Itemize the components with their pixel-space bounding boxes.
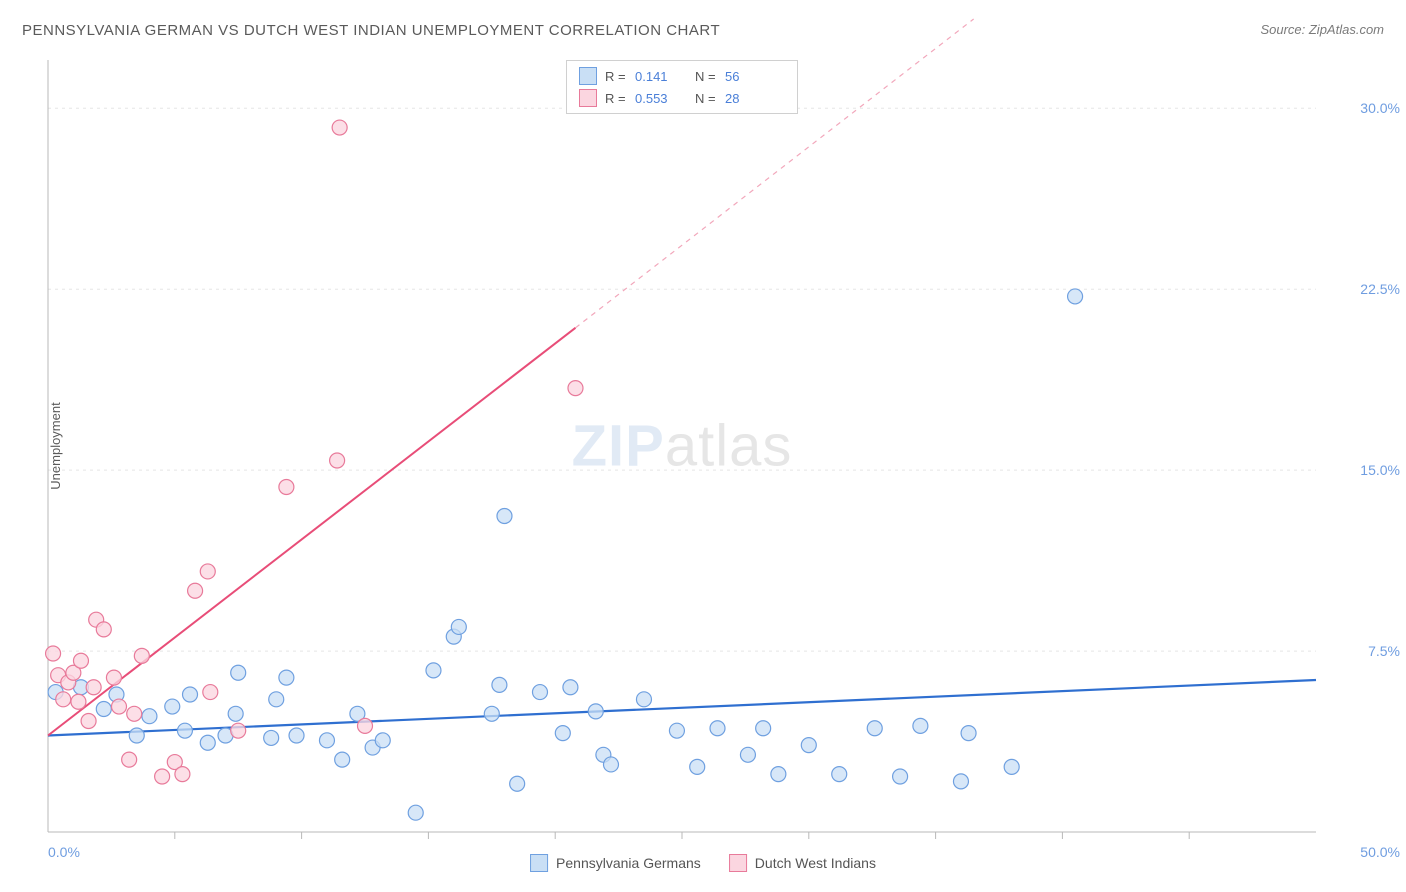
- data-point: [408, 805, 423, 820]
- data-point: [756, 721, 771, 736]
- r-value: 0.553: [635, 91, 695, 106]
- data-point: [771, 767, 786, 782]
- data-point: [71, 694, 86, 709]
- data-point: [142, 709, 157, 724]
- data-point: [358, 718, 373, 733]
- data-point: [893, 769, 908, 784]
- data-point: [106, 670, 121, 685]
- n-value: 56: [725, 69, 785, 84]
- legend-item: Dutch West Indians: [729, 854, 876, 872]
- data-point: [1004, 759, 1019, 774]
- data-point: [319, 733, 334, 748]
- r-value: 0.141: [635, 69, 695, 84]
- data-point: [127, 706, 142, 721]
- data-point: [332, 120, 347, 135]
- chart-title: PENNSYLVANIA GERMAN VS DUTCH WEST INDIAN…: [22, 22, 720, 39]
- data-point: [832, 767, 847, 782]
- data-point: [86, 680, 101, 695]
- data-point: [264, 730, 279, 745]
- source-label: Source: ZipAtlas.com: [1260, 22, 1384, 37]
- correlation-legend: R =0.141N =56R =0.553N =28: [566, 60, 798, 114]
- data-point: [165, 699, 180, 714]
- legend-swatch: [579, 67, 597, 85]
- data-point: [1068, 289, 1083, 304]
- data-point: [177, 723, 192, 738]
- data-point: [568, 381, 583, 396]
- series-legend: Pennsylvania Germans Dutch West Indians: [530, 854, 876, 872]
- data-point: [134, 648, 149, 663]
- data-point: [96, 701, 111, 716]
- data-point: [710, 721, 725, 736]
- data-point: [636, 692, 651, 707]
- data-point: [492, 677, 507, 692]
- data-point: [330, 453, 345, 468]
- plot-area: ZIPatlas R =0.141N =56R =0.553N =28 7.5%…: [48, 60, 1316, 832]
- data-point: [231, 723, 246, 738]
- data-point: [200, 735, 215, 750]
- data-point: [451, 619, 466, 634]
- y-tick-label: 22.5%: [1360, 281, 1400, 297]
- legend-row: R =0.553N =28: [567, 87, 797, 109]
- data-point: [183, 687, 198, 702]
- data-point: [532, 685, 547, 700]
- data-point: [603, 757, 618, 772]
- data-point: [913, 718, 928, 733]
- data-point: [175, 767, 190, 782]
- data-point: [96, 622, 111, 637]
- data-point: [289, 728, 304, 743]
- data-point: [81, 714, 96, 729]
- data-point: [690, 759, 705, 774]
- data-point: [740, 747, 755, 762]
- y-tick-label: 7.5%: [1368, 643, 1400, 659]
- data-point: [228, 706, 243, 721]
- data-point: [129, 728, 144, 743]
- legend-swatch: [729, 854, 747, 872]
- data-point: [122, 752, 137, 767]
- data-point: [953, 774, 968, 789]
- data-point: [112, 699, 127, 714]
- data-point: [203, 685, 218, 700]
- legend-label: Dutch West Indians: [755, 855, 876, 871]
- legend-swatch: [530, 854, 548, 872]
- x-tick-label: 50.0%: [1360, 844, 1400, 860]
- data-point: [555, 726, 570, 741]
- data-point: [375, 733, 390, 748]
- x-tick-label: 0.0%: [48, 844, 80, 860]
- data-point: [269, 692, 284, 707]
- data-point: [867, 721, 882, 736]
- data-point: [279, 670, 294, 685]
- data-point: [961, 726, 976, 741]
- y-tick-label: 30.0%: [1360, 100, 1400, 116]
- data-point: [563, 680, 578, 695]
- data-point: [56, 692, 71, 707]
- legend-swatch: [579, 89, 597, 107]
- data-point: [73, 653, 88, 668]
- data-point: [200, 564, 215, 579]
- data-point: [426, 663, 441, 678]
- data-point: [510, 776, 525, 791]
- data-point: [46, 646, 61, 661]
- data-point: [155, 769, 170, 784]
- y-tick-label: 15.0%: [1360, 462, 1400, 478]
- data-point: [484, 706, 499, 721]
- data-point: [335, 752, 350, 767]
- legend-label: Pennsylvania Germans: [556, 855, 701, 871]
- chart-container: PENNSYLVANIA GERMAN VS DUTCH WEST INDIAN…: [0, 0, 1406, 892]
- data-point: [231, 665, 246, 680]
- data-point: [588, 704, 603, 719]
- legend-row: R =0.141N =56: [567, 65, 797, 87]
- data-point: [801, 738, 816, 753]
- scatter-svg: [48, 60, 1316, 832]
- data-point: [188, 583, 203, 598]
- n-value: 28: [725, 91, 785, 106]
- legend-item: Pennsylvania Germans: [530, 854, 701, 872]
- data-point: [497, 508, 512, 523]
- data-point: [669, 723, 684, 738]
- data-point: [279, 480, 294, 495]
